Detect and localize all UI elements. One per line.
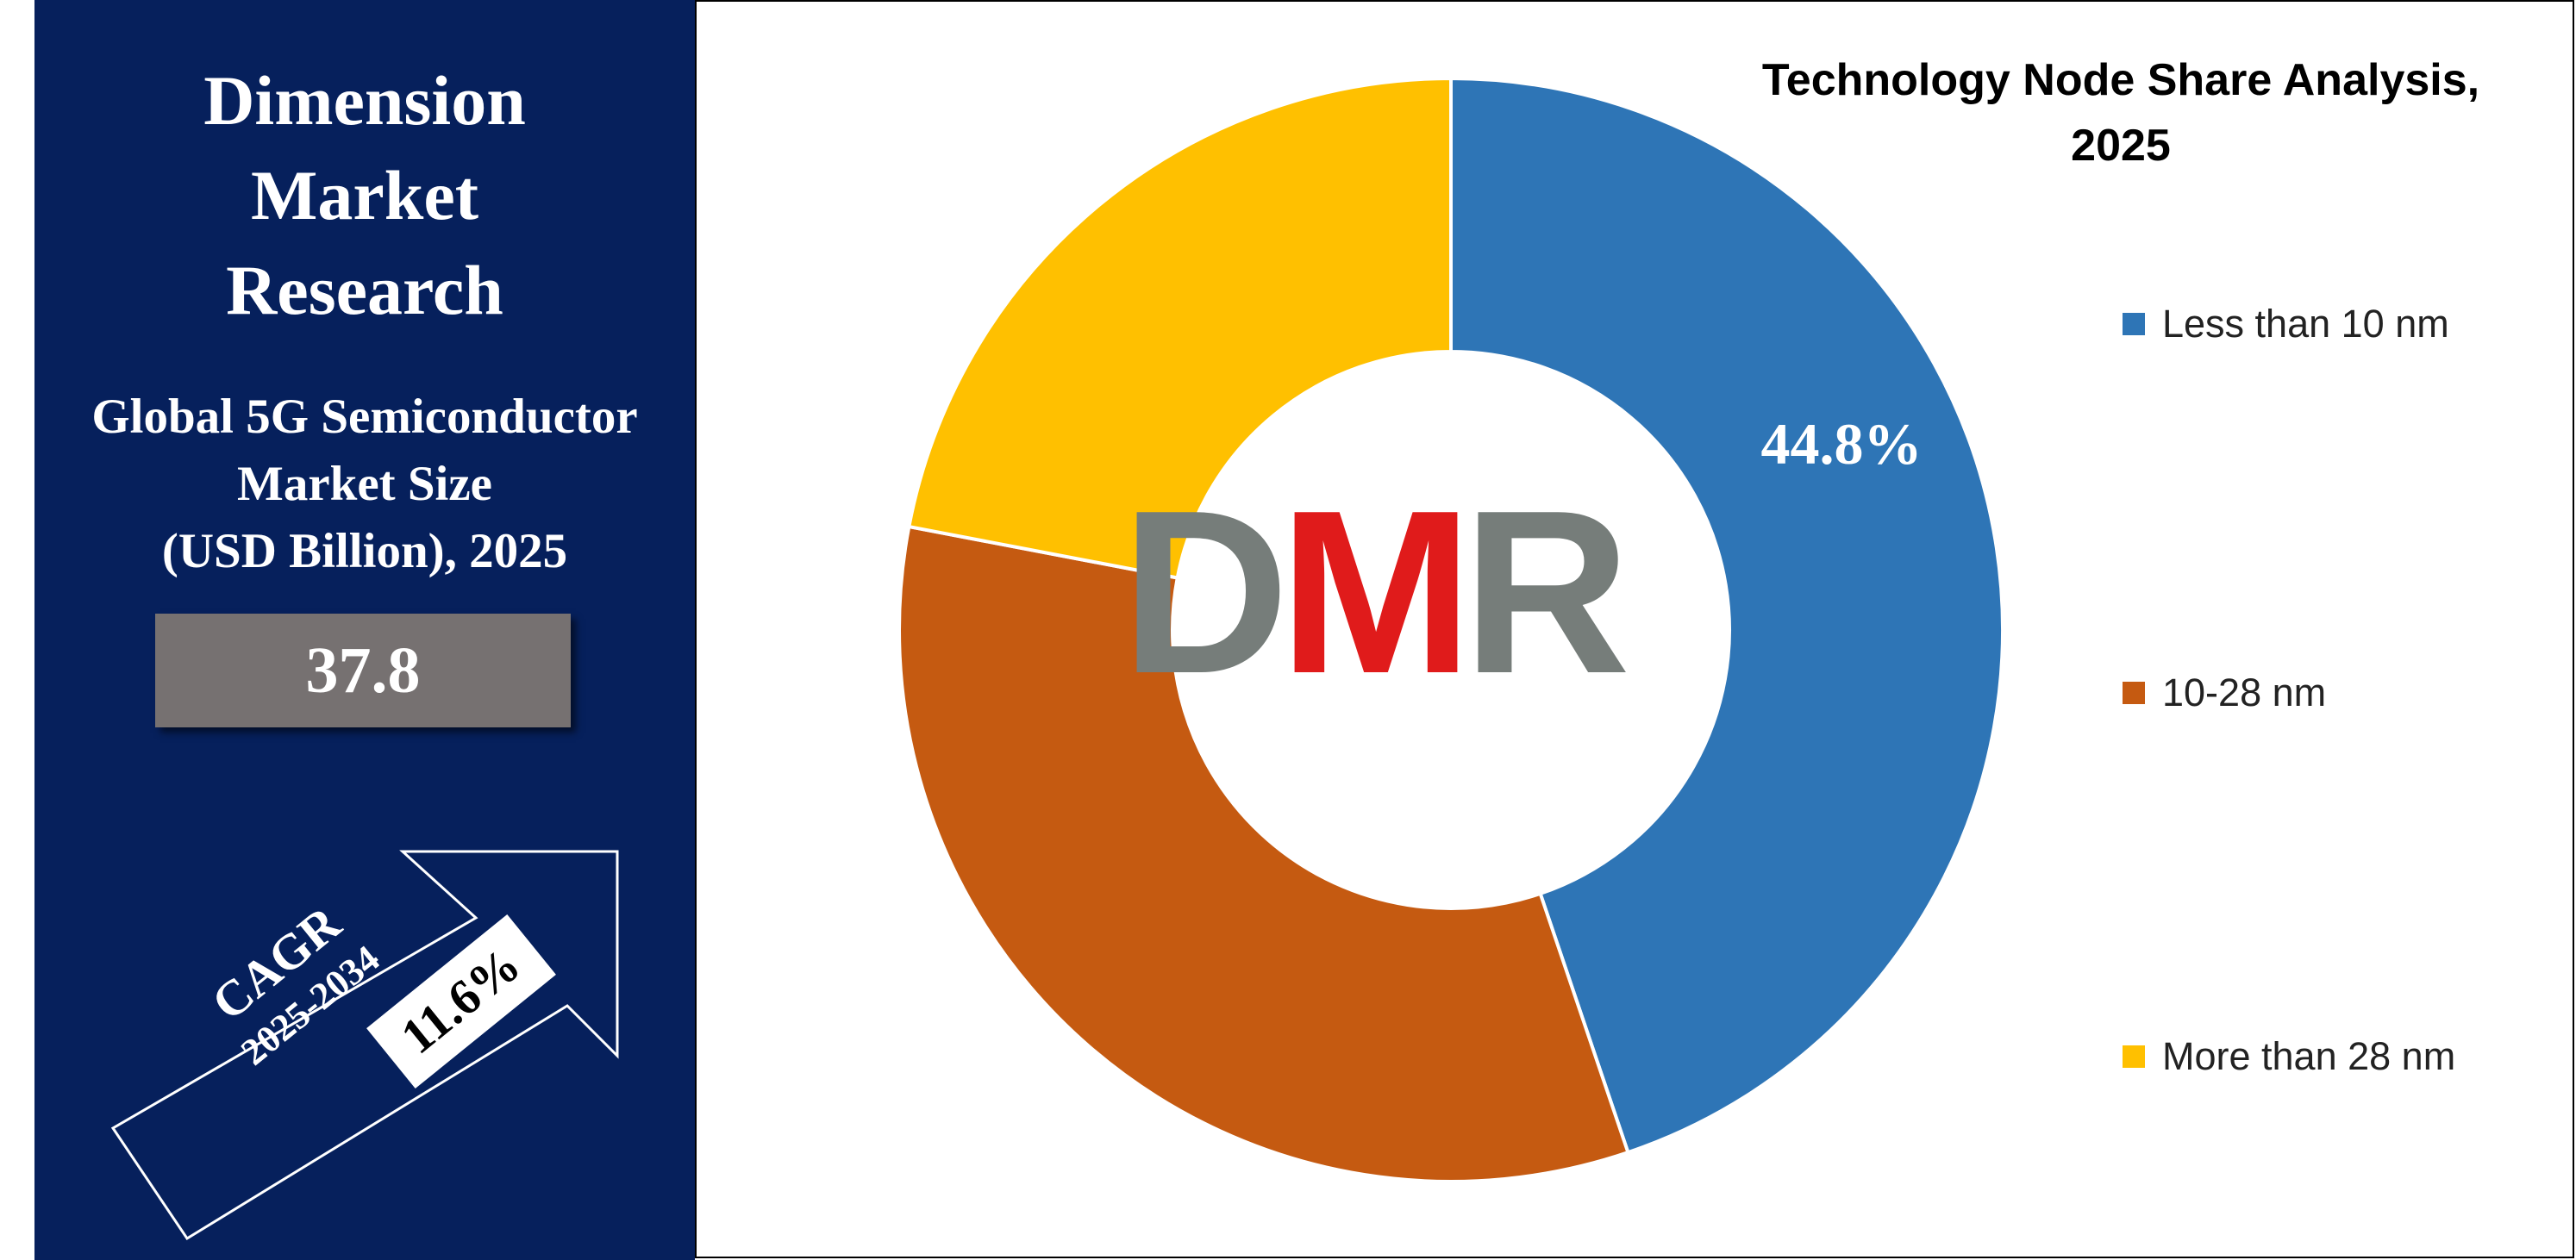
chart-title-line: Technology Node Share Analysis, — [1761, 55, 2480, 105]
legend-swatch — [2123, 1045, 2145, 1068]
market-title: Global 5G Semiconductor Market Size (USD… — [34, 384, 695, 585]
legend-label: 10-28 nm — [2162, 671, 2327, 714]
chart-title-line: 2025 — [2071, 121, 2171, 171]
brand-line: Dimension — [203, 61, 526, 140]
logo-letter-d: D — [1122, 463, 1282, 722]
brand-line: Research — [226, 251, 503, 329]
market-title-line: Market Size — [237, 457, 492, 511]
market-title-line: (USD Billion), 2025 — [161, 524, 568, 578]
slice-data-label-less-than-10nm: 44.8% — [1761, 411, 1923, 477]
market-title-line: Global 5G Semiconductor — [91, 390, 638, 444]
market-value: 37.8 — [305, 633, 421, 707]
legend-item-10-28nm: 10-28 nm — [2123, 671, 2326, 715]
legend-label: More than 28 nm — [2162, 1034, 2456, 1078]
legend-item-less-than-10nm: Less than 10 nm — [2123, 302, 2449, 346]
donut-slices — [897, 76, 2004, 1183]
logo-letter-m: M — [1279, 463, 1463, 722]
cagr-arrow-graphic: 11.6% CAGR 2025-2034 — [110, 850, 619, 1241]
chart-title: Technology Node Share Analysis, 2025 — [1707, 47, 2535, 178]
growth-arrow-icon — [110, 850, 619, 1241]
legend-item-more-than-28nm: More than 28 nm — [2123, 1034, 2455, 1079]
legend-swatch — [2123, 313, 2145, 335]
left-info-panel: Dimension Market Research Global 5G Semi… — [34, 0, 695, 1260]
market-value-box: 37.8 — [155, 614, 571, 727]
brand-name: Dimension Market Research — [34, 53, 695, 338]
cagr-value-box — [366, 914, 556, 1089]
donut-slice-10-28-nm — [897, 524, 1630, 1183]
chart-legend: Less than 10 nm 10-28 nm More than 28 nm — [2123, 302, 2571, 1079]
legend-swatch — [2123, 682, 2145, 704]
dmr-logo: DMR — [1122, 463, 1637, 722]
donut-slice-less-than-10-nm — [1449, 76, 2004, 1155]
legend-label: Less than 10 nm — [2162, 302, 2449, 346]
logo-letter-r: R — [1462, 463, 1626, 722]
brand-line: Market — [250, 156, 479, 234]
donut-slice-more-than-28-nm — [906, 76, 1453, 580]
svg-text:DMR: DMR — [1122, 463, 1627, 722]
